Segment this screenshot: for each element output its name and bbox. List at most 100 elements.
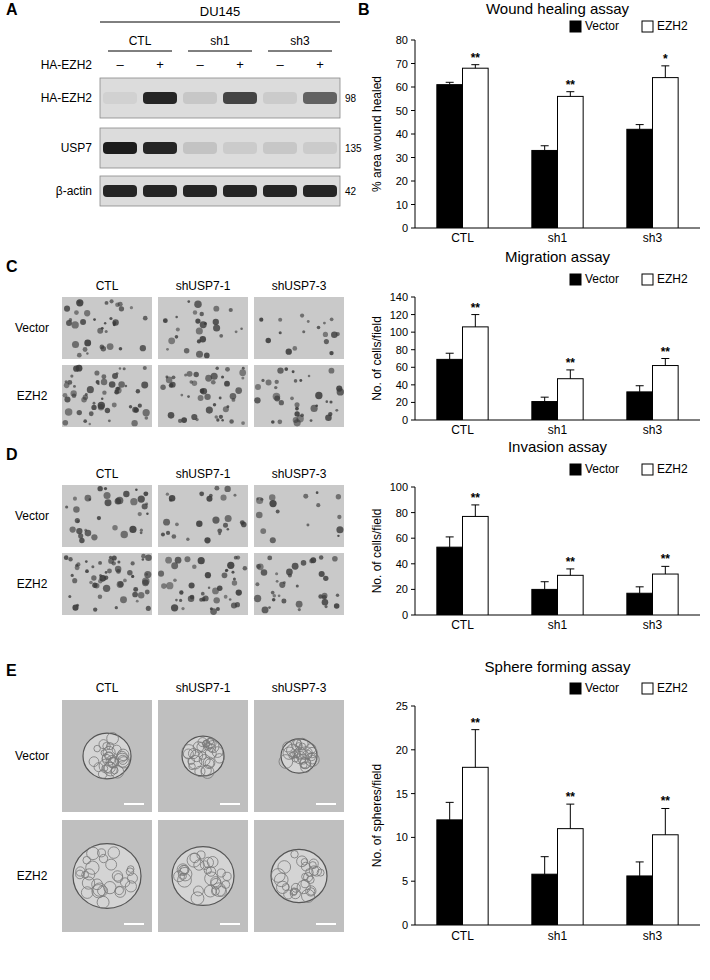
panel-letter: A — [6, 1, 18, 18]
cell — [78, 301, 81, 304]
y-tick — [411, 793, 415, 794]
cell — [231, 602, 237, 608]
y-tick — [411, 563, 415, 564]
y-tick — [411, 538, 415, 539]
cell — [272, 598, 276, 602]
bar — [532, 402, 558, 420]
cell — [276, 580, 279, 583]
cell — [294, 411, 299, 416]
cell — [199, 491, 204, 496]
group-label: sh1 — [210, 34, 230, 48]
cell — [138, 404, 142, 408]
cell — [192, 380, 197, 385]
y-tick — [411, 228, 415, 229]
y-tick — [411, 332, 415, 333]
cell — [225, 515, 232, 522]
cell — [203, 857, 213, 867]
cell — [77, 353, 82, 358]
micrograph — [158, 700, 248, 812]
cell — [270, 537, 276, 543]
cell — [319, 571, 325, 577]
error-stem — [665, 66, 666, 78]
column-label: CTL — [96, 681, 119, 695]
error-stem — [449, 537, 450, 547]
cell — [186, 538, 189, 541]
cell — [169, 495, 175, 501]
cell — [215, 754, 224, 763]
error-bar — [541, 857, 549, 875]
cell — [317, 326, 321, 330]
cell — [242, 367, 245, 370]
cell — [296, 584, 299, 587]
cell — [89, 411, 94, 416]
cell — [99, 854, 107, 862]
y-tick — [411, 204, 415, 205]
cell — [94, 583, 100, 589]
cell — [193, 886, 203, 896]
cell — [103, 742, 110, 749]
cell — [101, 379, 107, 385]
band — [223, 142, 257, 154]
significance: ** — [661, 794, 671, 808]
cell — [306, 523, 309, 526]
cell — [123, 491, 129, 497]
error-bar — [566, 370, 574, 379]
x-tick-label: sh3 — [643, 929, 663, 943]
significance: ** — [566, 78, 576, 92]
scale-bar — [316, 803, 336, 805]
micrograph — [62, 297, 152, 359]
cell — [230, 393, 237, 400]
cell — [118, 581, 124, 587]
micrograph — [158, 553, 248, 615]
cell — [104, 487, 107, 490]
cell — [176, 328, 180, 332]
cell — [118, 381, 125, 388]
cell — [135, 488, 138, 491]
y-tick-label: 40 — [396, 379, 408, 391]
cell — [221, 375, 224, 378]
group-rule — [268, 51, 332, 52]
mw-label: 42 — [345, 186, 357, 197]
micrograph — [62, 485, 152, 547]
x-tick-label: sh1 — [548, 929, 568, 943]
legend: VectorEZH2 — [570, 681, 688, 695]
blot-strip — [100, 78, 340, 118]
bar — [653, 78, 679, 228]
treatment-label: HA-EZH2 — [41, 58, 93, 72]
cell — [110, 299, 114, 303]
cell — [71, 390, 77, 396]
cell — [84, 310, 90, 316]
cell — [132, 407, 138, 413]
row-label: EZH2 — [17, 577, 48, 591]
bar — [463, 68, 489, 228]
column-label: shUSP7-1 — [176, 681, 231, 695]
y-tick — [411, 837, 415, 838]
cell — [308, 375, 311, 378]
cell — [224, 381, 230, 387]
y-tick-label: 100 — [390, 481, 408, 493]
cell — [213, 324, 220, 331]
error-stem — [475, 65, 476, 69]
cell — [284, 367, 288, 371]
image-bg — [254, 700, 344, 812]
cell — [127, 873, 137, 883]
treatment-sign: + — [236, 57, 244, 72]
error-bar — [541, 397, 549, 401]
error-cap — [636, 124, 644, 125]
y-tick-label: 10 — [396, 199, 408, 211]
error-bar — [541, 582, 549, 590]
error-stem — [544, 146, 545, 151]
cell — [112, 555, 117, 560]
cell — [105, 408, 110, 413]
cell — [84, 869, 95, 880]
cell — [105, 499, 112, 506]
cell — [166, 492, 169, 495]
cell — [76, 299, 83, 306]
cell — [84, 340, 91, 347]
image-bg — [158, 553, 248, 615]
cell — [335, 409, 338, 412]
cell — [256, 512, 263, 519]
x-tick-label: sh1 — [548, 618, 568, 632]
cell — [196, 351, 203, 358]
legend-swatch — [570, 464, 581, 475]
